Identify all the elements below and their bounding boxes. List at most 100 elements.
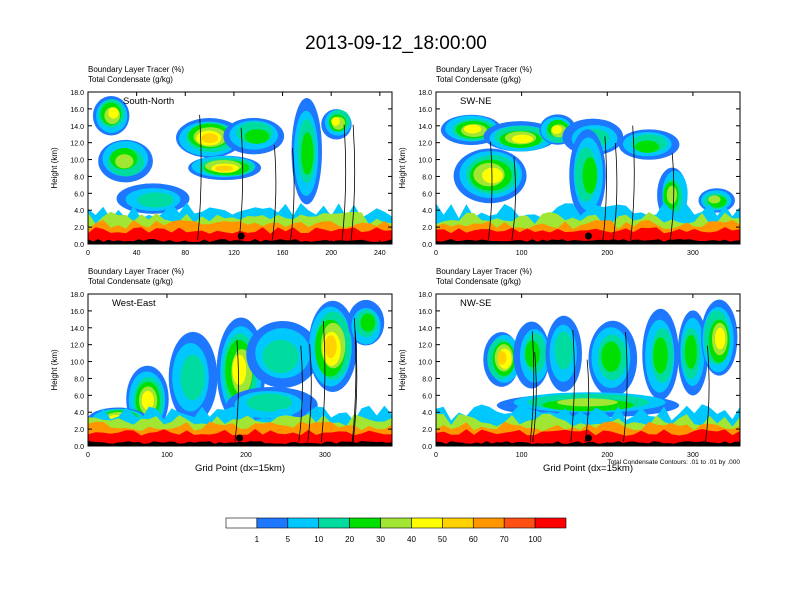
condensate-contour xyxy=(630,125,635,241)
y-tick-label: 4.0 xyxy=(422,410,432,417)
y-tick-label: 10.0 xyxy=(418,360,432,367)
x-tick-label: 80 xyxy=(181,250,189,257)
x-tick-label: 120 xyxy=(228,250,240,257)
condensate-contour xyxy=(352,330,358,443)
cloud-shade xyxy=(232,354,247,385)
legend-swatch xyxy=(411,517,443,529)
legend-swatch xyxy=(442,517,474,529)
plot-area xyxy=(88,294,392,446)
legend-tick-label: 5 xyxy=(286,535,291,544)
cloud-shade xyxy=(653,337,668,374)
station-marker xyxy=(584,232,592,240)
y-tick-label: 10.0 xyxy=(418,158,432,165)
y-tick-label: 14.0 xyxy=(418,124,432,131)
legend-tick-label: 1 xyxy=(255,535,260,544)
legend-tick-label: 100 xyxy=(528,535,542,544)
y-axis-label: Height (km) xyxy=(50,349,59,391)
x-tick-label: 100 xyxy=(516,250,528,257)
terrain xyxy=(88,441,392,446)
legend-swatch xyxy=(472,517,505,529)
y-tick-label: 4.0 xyxy=(74,208,84,215)
x-tick-label: 0 xyxy=(86,250,90,257)
y-tick-label: 14.0 xyxy=(418,326,432,333)
panel-3: 0.0 2.0 4.0 6.0 8.0 10.0 12.0 14.0 16.0 18.0 0 100 2… xyxy=(398,267,741,474)
condensate-contour xyxy=(197,114,202,241)
panel-1: 0.0 2.0 4.0 6.0 8.0 10.0 12.0 14.0 16.0 18.0 0 100 2… xyxy=(398,65,741,257)
plot-frame xyxy=(87,91,393,245)
cloud-shade xyxy=(201,133,219,144)
legend-swatch xyxy=(349,517,381,529)
condensate-contour xyxy=(623,331,628,443)
cloud-shade xyxy=(634,140,660,153)
plot-area xyxy=(436,294,740,446)
y-tick-label: 0.0 xyxy=(74,242,84,249)
cloud-shade xyxy=(301,132,314,175)
x-tick-label: 200 xyxy=(240,452,252,459)
legend-swatch xyxy=(318,517,350,529)
condensate-contour xyxy=(532,352,537,443)
x-tick-label: 40 xyxy=(133,250,141,257)
y-tick-label: 16.0 xyxy=(418,309,432,316)
legend-swatch xyxy=(225,517,258,529)
plot-frame xyxy=(87,293,393,447)
cloud-shade xyxy=(601,341,621,372)
cloud-shade xyxy=(708,195,721,204)
condensate-contour xyxy=(234,340,239,443)
variable-label-2: Total Condensate (g/kg) xyxy=(88,277,173,286)
condensate-contour xyxy=(290,148,295,241)
x-tick-label: 100 xyxy=(516,452,528,459)
cloud-shade xyxy=(262,339,299,374)
legend-tick-label: 20 xyxy=(345,535,354,544)
cloud-shade xyxy=(244,129,270,144)
condensate-contour xyxy=(271,144,277,241)
panel-label: NW-SE xyxy=(460,298,492,309)
plot-area xyxy=(88,92,392,244)
cloud-shade xyxy=(463,124,482,134)
legend-swatch xyxy=(287,517,320,529)
cloud-shade xyxy=(180,354,205,401)
main-title: 2013-09-12_18:00:00 xyxy=(305,33,487,54)
x-tick-label: 240 xyxy=(374,250,386,257)
y-tick-label: 6.0 xyxy=(74,393,84,400)
variable-label-1: Boundary Layer Tracer (%) xyxy=(436,65,532,74)
y-tick-label: 4.0 xyxy=(422,208,432,215)
condensate-contour xyxy=(350,124,356,241)
x-tick-label: 160 xyxy=(277,250,289,257)
cloud-shade xyxy=(141,390,154,410)
y-tick-label: 2.0 xyxy=(74,427,84,434)
condensate-contour xyxy=(602,136,607,241)
x-tick-label: 300 xyxy=(687,452,699,459)
variable-label-2: Total Condensate (g/kg) xyxy=(88,75,173,84)
y-axis-label: Height (km) xyxy=(398,147,407,189)
y-tick-label: 16.0 xyxy=(70,309,84,316)
contour-footnote: Total Condensate Contours: .01 to .01 by… xyxy=(607,459,740,466)
y-axis-label: Height (km) xyxy=(50,147,59,189)
x-tick-label: 0 xyxy=(434,250,438,257)
cloud-shade xyxy=(525,340,540,368)
terrain xyxy=(436,441,740,446)
y-tick-label: 12.0 xyxy=(70,343,84,350)
x-tick-label: 100 xyxy=(161,452,173,459)
variable-label-1: Boundary Layer Tracer (%) xyxy=(436,267,532,276)
cloud-shade xyxy=(666,185,677,204)
legend-swatch xyxy=(503,517,536,529)
y-tick-label: 10.0 xyxy=(70,360,84,367)
cloud-shade xyxy=(324,335,337,359)
terrain xyxy=(436,239,740,244)
cloud-shade xyxy=(331,117,340,126)
y-tick-label: 12.0 xyxy=(418,343,432,350)
y-tick-label: 16.0 xyxy=(70,107,84,114)
variable-label-1: Boundary Layer Tracer (%) xyxy=(88,65,184,74)
y-tick-label: 12.0 xyxy=(70,141,84,148)
plot-area xyxy=(436,92,740,244)
condensate-contour xyxy=(584,359,590,443)
legend-tick-label: 50 xyxy=(438,535,447,544)
y-tick-label: 0.0 xyxy=(74,444,84,451)
x-tick-label: 200 xyxy=(601,452,613,459)
y-tick-label: 6.0 xyxy=(74,191,84,198)
y-tick-label: 2.0 xyxy=(74,225,84,232)
cloud-shade xyxy=(246,393,293,412)
condensate-contour xyxy=(238,127,244,241)
condensate-contour xyxy=(320,320,326,443)
condensate-contour xyxy=(570,330,575,443)
